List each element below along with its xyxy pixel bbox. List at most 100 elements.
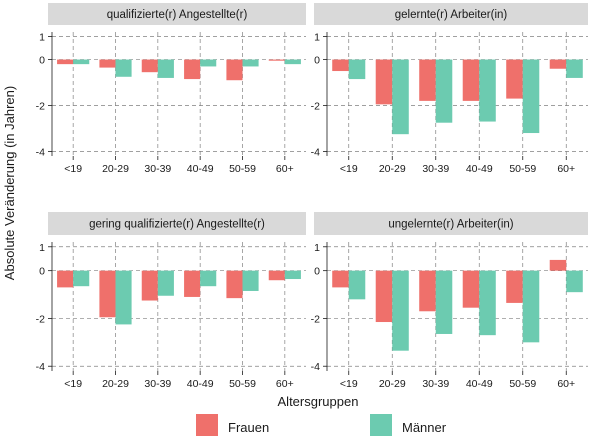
bar-maenner-50-59: [522, 59, 540, 134]
y-tick-label: 1: [314, 32, 320, 44]
panel-title: gelernte(r) Arbeiter(in): [395, 9, 508, 21]
bar-frauen-30-39: [141, 59, 158, 73]
panel-1: qualifizierte(r) Angestellte(r) 1 0 -2 -4 <19…: [36, 3, 306, 175]
bar-frauen-20-29: [375, 59, 393, 105]
bars: [57, 270, 301, 325]
bar-frauen-<19: [57, 59, 74, 65]
legend: Frauen Männer: [196, 414, 447, 436]
panel-strip: [314, 3, 588, 25]
panel-4: ungelernte(r) Arbeiter(in) 1 0 -2 -4 <19 20-29…: [311, 212, 588, 390]
panel-title: ungelernte(r) Arbeiter(in): [388, 219, 513, 231]
x-tick-label: 60+: [557, 378, 575, 390]
x-tick-label: 40-49: [466, 163, 493, 175]
y-tick-label: 0: [39, 266, 45, 278]
panel-title: qualifizierte(r) Angestellte(r): [107, 9, 248, 21]
bar-maenner-60+: [566, 270, 583, 293]
panel-strip: [48, 212, 306, 235]
bar-frauen-50-59: [506, 59, 523, 99]
x-tick-label: 60+: [276, 378, 294, 390]
bar-maenner-20-29: [115, 270, 132, 325]
bar-frauen-<19: [57, 270, 74, 288]
bar-frauen-60+: [549, 59, 567, 69]
grid: [327, 242, 588, 371]
y-tick-label: -4: [311, 361, 320, 373]
bar-frauen-30-39: [419, 59, 436, 101]
bar-maenner-50-59: [522, 270, 540, 343]
bar-frauen-40-49: [184, 59, 201, 80]
grid: [327, 32, 588, 156]
legend-swatch-frauen: [196, 414, 218, 436]
y-tick-label: -4: [36, 146, 45, 158]
grid: [52, 32, 306, 156]
legend-label-maenner: Männer: [402, 420, 447, 435]
x-tick-label: <19: [340, 163, 358, 175]
legend-label-frauen: Frauen: [228, 420, 269, 435]
panel-strip: [314, 212, 588, 235]
bar-maenner-30-39: [435, 59, 453, 123]
bar-maenner-30-39: [435, 270, 453, 334]
panel-title: gering qualifizierte(r) Angestellte(r): [89, 219, 265, 231]
y-tick-label: 0: [314, 266, 320, 278]
y-tick-label: 1: [39, 242, 45, 254]
x-tick-label: 50-59: [229, 163, 256, 175]
bar-frauen-<19: [332, 270, 349, 288]
bars: [332, 259, 583, 351]
x-tick-label: 20-29: [379, 378, 406, 390]
x-tick-label: 40-49: [187, 378, 214, 390]
x-tick-label: 30-39: [144, 163, 171, 175]
y-tick-label: -4: [311, 146, 320, 158]
bar-maenner-20-29: [115, 59, 132, 77]
x-tick-label: 40-49: [187, 163, 214, 175]
x-tick-label: 50-59: [229, 378, 256, 390]
panel-2: gelernte(r) Arbeiter(in) 1 0 -2 -4 <19 20-29 30…: [311, 3, 588, 175]
bar-maenner-<19: [73, 270, 90, 287]
y-tick-label: -2: [311, 100, 320, 112]
bar-frauen-40-49: [462, 59, 480, 101]
bar-maenner-40-49: [200, 59, 217, 67]
bar-maenner-50-59: [242, 270, 259, 291]
bar-frauen-40-49: [184, 270, 201, 297]
bar-maenner-<19: [348, 59, 366, 80]
x-tick-label: <19: [64, 163, 82, 175]
panel-strip: [48, 3, 306, 25]
bar-maenner-50-59: [242, 59, 259, 67]
y-tick-label: 0: [314, 55, 320, 67]
panel-3: gering qualifizierte(r) Angestellte(r) 1 0…: [36, 212, 306, 390]
x-tick-label: 30-39: [422, 163, 449, 175]
x-tick-label: 20-29: [102, 378, 129, 390]
bar-frauen-50-59: [226, 270, 243, 299]
x-axis-title: Altersgruppen: [278, 394, 359, 409]
bars: [332, 59, 583, 135]
x-tick-label: 60+: [557, 163, 575, 175]
bar-frauen-60+: [549, 259, 567, 271]
bar-frauen-20-29: [375, 270, 393, 323]
x-tick-label: 50-59: [509, 378, 536, 390]
panels-group: qualifizierte(r) Angestellte(r) 1 0 -2 -4 <19…: [36, 3, 588, 390]
bars: [57, 59, 301, 81]
grid: [52, 242, 306, 371]
bar-maenner-60+: [284, 270, 301, 280]
x-tick-label: <19: [340, 378, 358, 390]
y-tick-label: -4: [36, 361, 45, 373]
bar-frauen-30-39: [419, 270, 436, 312]
bar-frauen-50-59: [506, 270, 523, 303]
bar-maenner-20-29: [392, 59, 409, 135]
bar-maenner-60+: [566, 59, 583, 78]
x-tick-label: 30-39: [144, 378, 171, 390]
bar-frauen-30-39: [141, 270, 158, 301]
bar-maenner-30-39: [157, 59, 174, 78]
x-tick-label: 40-49: [466, 378, 493, 390]
y-tick-label: 1: [39, 32, 45, 44]
bar-maenner-<19: [73, 59, 90, 65]
y-tick-label: 0: [39, 55, 45, 67]
y-tick-label: -2: [36, 100, 45, 112]
bar-maenner-40-49: [479, 59, 496, 122]
bar-maenner-40-49: [479, 270, 496, 336]
y-tick-label: 1: [314, 242, 320, 254]
bar-frauen-20-29: [99, 59, 116, 68]
x-tick-label: <19: [64, 378, 82, 390]
bar-frauen-<19: [332, 59, 349, 72]
x-tick-label: 30-39: [422, 378, 449, 390]
